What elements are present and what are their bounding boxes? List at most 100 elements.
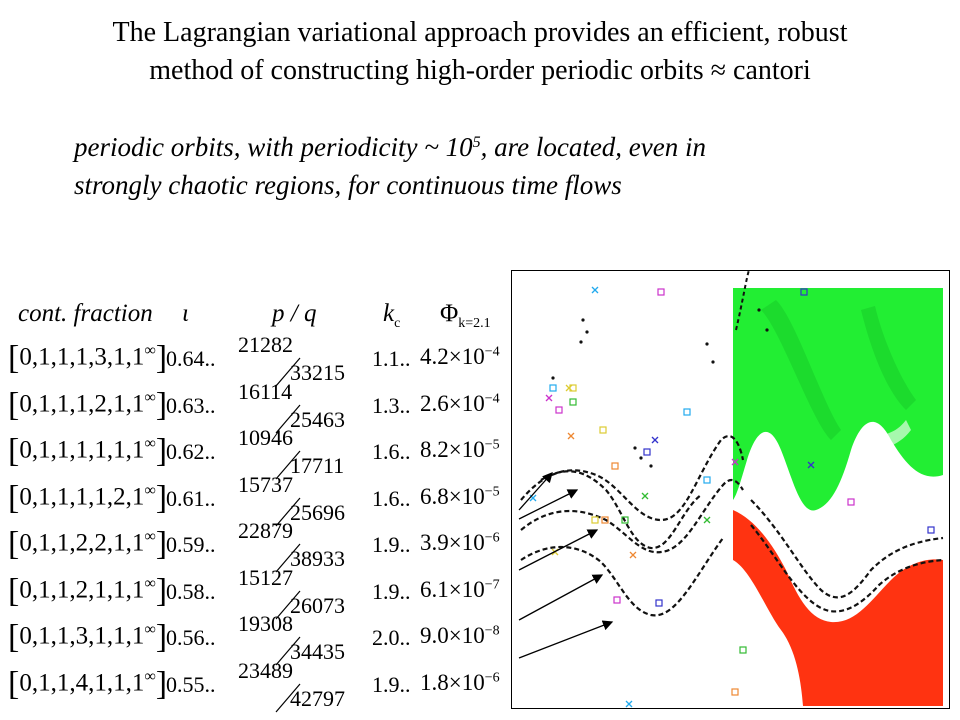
phi-exponent: −4	[484, 390, 500, 406]
infinity-symbol: ∞	[144, 388, 156, 406]
subtitle-exponent: 5	[472, 134, 481, 151]
q-value: 33215	[290, 360, 345, 385]
p-value: 21282	[238, 332, 293, 357]
phi-cell: 3.9×10−6	[420, 530, 500, 556]
periodic-orbit-curve	[750, 499, 944, 599]
subtitle-line-2: strongly chaotic regions, for continuous…	[74, 170, 622, 200]
table-row: [0,1,1,2,2,1,1∞] 0.59.. 22879 38933 1.9.. 3.9…	[0, 518, 510, 576]
kc-cell: 1.6..	[372, 485, 411, 511]
iota-cell: 0.61..	[166, 485, 216, 511]
header-phi-subscript: k=2.1	[458, 316, 491, 331]
infinity-symbol: ∞	[144, 342, 156, 359]
orbit-marker-square	[927, 526, 935, 534]
cont-fraction-value: 0,1,1,1,1,1,1	[19, 436, 145, 464]
orbit-dot	[633, 446, 637, 450]
q-value: 26073	[290, 592, 345, 618]
pq-cell: 16114 25463	[238, 379, 348, 437]
kc-cell: 1.1..	[372, 346, 411, 371]
orbit-dot	[711, 360, 715, 364]
orbit-marker-cross	[567, 432, 575, 440]
p-value: 15127	[238, 564, 293, 590]
orbit-dot	[649, 464, 653, 468]
red-band	[733, 510, 943, 706]
cont-fraction-value: 0,1,1,4,1,1,1	[19, 668, 145, 696]
periodic-orbit-curve	[520, 435, 745, 522]
orbit-marker-square	[683, 408, 691, 416]
title-line-1: The Lagrangian variational approach prov…	[112, 17, 848, 48]
kc-cell: 1.9..	[372, 671, 411, 697]
kc-cell: 1.9..	[372, 578, 411, 604]
cont-fraction-value: 0,1,1,2,2,1,1	[19, 529, 145, 557]
p-value: 15737	[238, 471, 293, 497]
phi-mantissa: 2.6×10	[420, 390, 485, 416]
phi-exponent: −6	[484, 669, 500, 685]
q-value: 34435	[290, 639, 345, 664]
periodic-orbit-curve	[750, 524, 944, 613]
orbit-dot	[705, 342, 709, 346]
orbit-marker-cross	[625, 700, 633, 708]
pq-cell: 22879 38933	[238, 518, 348, 576]
cont-fraction-value: 0,1,1,3,1,1,1	[19, 622, 145, 650]
orbit-marker-square	[591, 516, 599, 524]
cont-fraction-cell: [0,1,1,3,1,1,1∞]	[8, 618, 168, 656]
phi-cell: 6.1×10−7	[420, 577, 500, 603]
cont-fraction-value: 0,1,1,1,2,1,1	[19, 389, 145, 417]
pq-cell: 23489 42797	[238, 658, 348, 716]
orbit-marker-cross	[629, 551, 637, 559]
phi-cell: 1.8×10−6	[420, 670, 500, 696]
infinity-symbol: ∞	[144, 621, 156, 638]
subtitle-text-b: , are located, even in	[480, 132, 707, 162]
orbit-dot	[757, 308, 761, 312]
phi-mantissa: 4.2×10	[420, 344, 485, 369]
orbit-marker-square	[655, 599, 663, 607]
orbit-marker-cross	[703, 516, 711, 524]
table-row: [0,1,1,1,2,1,1∞] 0.63.. 16114 25463 1.3.. 2.6…	[0, 379, 510, 437]
infinity-symbol: ∞	[144, 574, 156, 592]
periodic-orbit-curves	[520, 270, 944, 617]
orbit-marker-square	[569, 384, 577, 392]
orbit-marker-square	[549, 384, 557, 392]
phi-cell: 8.2×10−5	[420, 437, 500, 463]
phi-mantissa: 1.8×10	[420, 669, 485, 695]
kc-cell: 2.0..	[372, 625, 411, 650]
p-value: 16114	[238, 378, 293, 404]
orbit-marker-cross	[545, 394, 553, 402]
header-kc-subscript: c	[394, 316, 401, 331]
green-band-strand	[761, 300, 841, 440]
orbit-dot	[581, 318, 585, 322]
green-chaotic-region	[733, 288, 943, 511]
subtitle-text-a: periodic orbits, with periodicity ~ 10	[74, 132, 473, 162]
phi-cell: 2.6×10−4	[420, 391, 500, 417]
q-value: 17711	[290, 453, 345, 478]
orbit-marker-square	[611, 462, 619, 470]
header-phi: Φk=2.1	[440, 300, 491, 332]
header-kc: kc	[383, 300, 400, 332]
orbit-dot	[585, 330, 589, 334]
orbit-marker-cross	[565, 384, 573, 392]
orbit-dot	[639, 456, 643, 460]
kc-cell: 1.9..	[372, 532, 411, 557]
orbit-marker-square	[703, 476, 711, 484]
p-value: 19308	[238, 611, 293, 636]
orbit-markers	[529, 286, 935, 708]
orbit-marker-cross	[591, 286, 599, 294]
cont-fraction-value: 0,1,1,2,1,1,1	[19, 575, 145, 603]
periodic-orbit-curve	[520, 478, 744, 554]
orbit-marker-cross	[807, 461, 815, 469]
orbit-dot	[579, 340, 583, 344]
pq-cell: 15737 25696	[238, 472, 348, 530]
phi-mantissa: 3.9×10	[420, 530, 485, 555]
phi-mantissa: 6.8×10	[420, 483, 485, 509]
q-value: 25696	[290, 499, 345, 525]
kc-cell: 1.6..	[372, 439, 411, 464]
green-band-strand	[861, 306, 916, 410]
subtitle-line-1: periodic orbits, with periodicity ~ 105,…	[74, 128, 894, 166]
phi-exponent: −8	[484, 623, 500, 639]
orbit-marker-square	[800, 288, 808, 296]
table-row: [0,1,1,2,1,1,1∞] 0.58.. 15127 26073 1.9.. 6.1…	[0, 565, 510, 623]
title-line-2: method of constructing high-order period…	[149, 55, 811, 86]
header-phi-symbol: Φ	[440, 300, 459, 327]
phi-cell: 9.0×10−8	[420, 623, 500, 649]
orbit-marker-square	[555, 406, 563, 414]
header-iota: ι	[182, 300, 189, 327]
